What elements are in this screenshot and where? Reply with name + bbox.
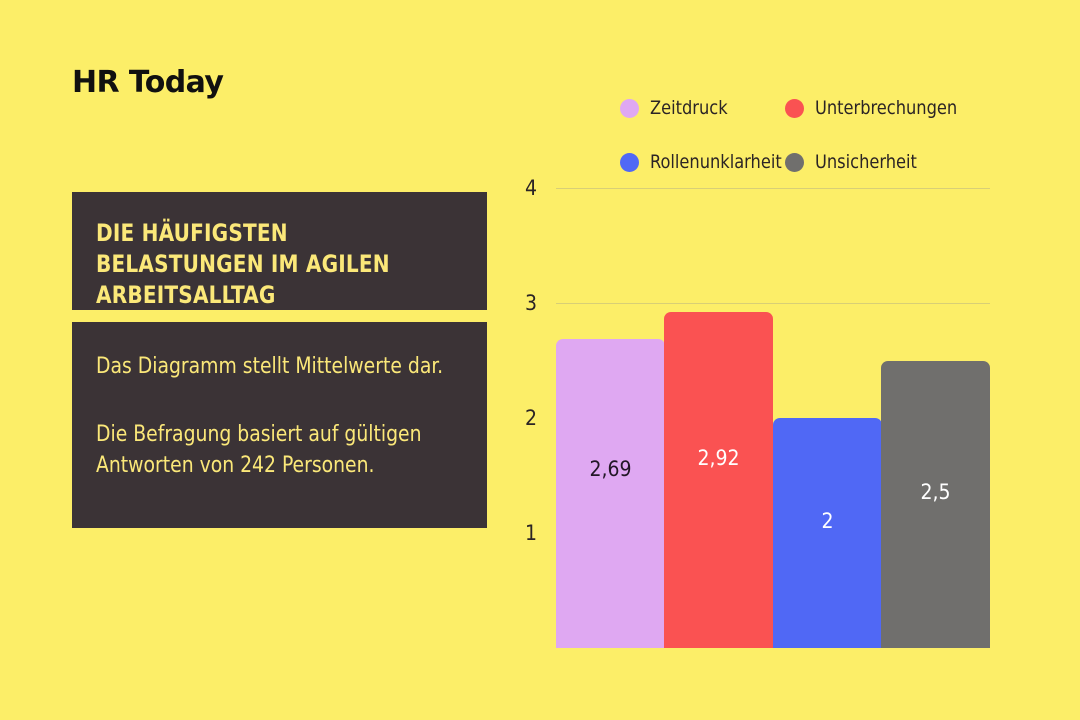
y-tick-label: 1 bbox=[524, 521, 537, 545]
bar-unterbrechungen[interactable]: 2,92 bbox=[664, 312, 773, 648]
bar-value-label: 2,92 bbox=[697, 445, 740, 470]
chart-legend: Zeitdruck Unterbrechungen Rollenunklarheit… bbox=[620, 92, 980, 200]
legend-label: Rollenunklarheit bbox=[650, 151, 782, 173]
bar-series: 2,69 2,92 2 2,5 bbox=[556, 188, 990, 648]
y-tick-label: 2 bbox=[524, 406, 537, 430]
legend-item-unterbrechungen[interactable]: Unterbrechungen bbox=[785, 97, 965, 119]
legend-item-rollenunklarheit[interactable]: Rollenunklarheit bbox=[620, 151, 785, 173]
legend-dot-icon bbox=[620, 152, 639, 172]
legend-label: Unsicherheit bbox=[815, 151, 917, 173]
legend-row: Zeitdruck Unterbrechungen bbox=[620, 92, 980, 124]
legend-row: Rollenunklarheit Unsicherheit bbox=[620, 146, 980, 178]
legend-label: Zeitdruck bbox=[650, 97, 728, 119]
legend-dot-icon bbox=[785, 152, 804, 172]
y-tick-label: 3 bbox=[524, 291, 537, 315]
legend-dot-icon bbox=[620, 98, 639, 118]
bar-unsicherheit[interactable]: 2,5 bbox=[881, 360, 990, 648]
bar-zeitdruck[interactable]: 2,69 bbox=[556, 338, 665, 648]
info-line-sample-size: Die Befragung basiert auf gültigen Antwo… bbox=[96, 422, 422, 478]
bar-value-label: 2,5 bbox=[920, 480, 951, 505]
gridline bbox=[556, 188, 990, 189]
legend-dot-icon bbox=[785, 98, 804, 118]
y-tick-label: 4 bbox=[524, 176, 537, 200]
legend-item-zeitdruck[interactable]: Zeitdruck bbox=[620, 97, 785, 119]
legend-item-unsicherheit[interactable]: Unsicherheit bbox=[785, 151, 922, 173]
bar-chart: 1 2 3 4 2,69 2,92 2 2,5 bbox=[512, 160, 1012, 680]
info-panel: Das Diagramm stellt Mittelwerte dar. Die… bbox=[72, 322, 487, 528]
bar-value-label: 2 bbox=[821, 509, 834, 533]
title-panel: DIE HÄUFIGSTEN BELASTUNGEN IM AGILEN ARB… bbox=[72, 192, 487, 310]
gridline bbox=[556, 303, 990, 304]
bar-rollenunklarheit[interactable]: 2 bbox=[773, 418, 882, 648]
info-line-methodology: Das Diagramm stellt Mittelwerte dar. bbox=[96, 354, 444, 379]
page-title: DIE HÄUFIGSTEN BELASTUNGEN IM AGILEN ARB… bbox=[96, 219, 390, 310]
brand-logo: HR Today bbox=[72, 65, 224, 100]
bar-value-label: 2,69 bbox=[589, 457, 632, 482]
legend-label: Unterbrechungen bbox=[815, 97, 958, 119]
plot-area: 1 2 3 4 2,69 2,92 2 2,5 bbox=[525, 176, 990, 648]
